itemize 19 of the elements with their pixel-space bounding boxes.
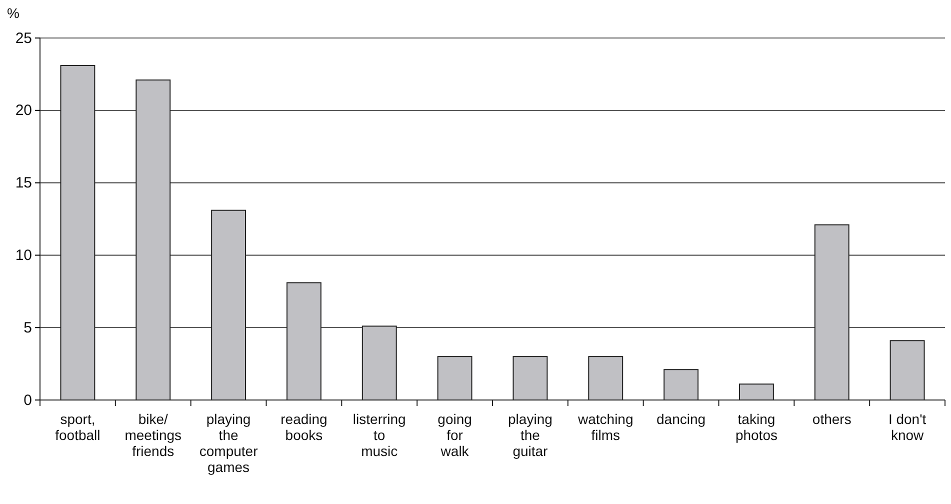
x-tick-label: I don't know [888, 411, 926, 443]
x-tick-label: watching films [576, 411, 634, 443]
x-tick-label: reading books [280, 411, 328, 443]
x-tick-label: playing the computer games [199, 411, 258, 475]
x-tick-label: others [812, 411, 852, 427]
x-tick-label: sport, football [55, 411, 100, 443]
x-tick-label: bike/ meetings friends [124, 411, 182, 459]
y-tick-label: 20 [15, 102, 32, 120]
y-tick-label: 0 [24, 392, 32, 409]
y-tick-label: 5 [24, 319, 32, 336]
y-axis-title: % [7, 5, 20, 21]
y-tick-label: 15 [15, 174, 32, 192]
x-tick-label: playing the guitar [508, 411, 552, 459]
x-tick-label: listerring to music [352, 411, 406, 459]
x-tick-label: going for walk [438, 411, 472, 459]
y-tick-label: 25 [15, 30, 32, 47]
y-tick-label: 10 [15, 247, 32, 264]
x-tick-label: dancing [656, 411, 706, 427]
x-tick-label: taking photos [735, 411, 778, 443]
